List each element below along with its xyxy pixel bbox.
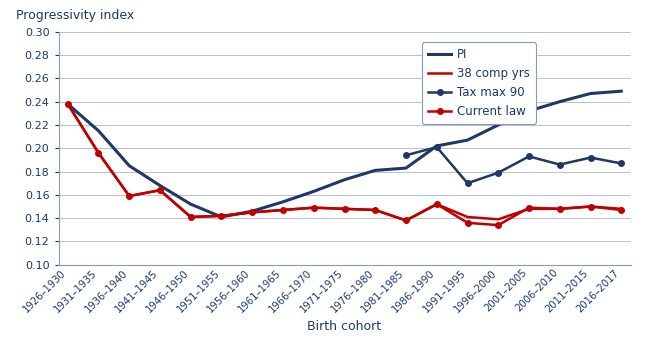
Tax max 90	[433, 145, 441, 149]
Current law	[371, 208, 379, 212]
PI	[156, 184, 164, 188]
Current law	[586, 204, 594, 209]
PI	[95, 128, 103, 133]
38 comp yrs	[586, 204, 594, 209]
Current law	[218, 214, 226, 218]
PI	[125, 163, 133, 168]
Tax max 90	[525, 154, 533, 158]
38 comp yrs	[187, 215, 194, 219]
Current law	[64, 102, 72, 106]
PI	[402, 166, 410, 170]
Legend: PI, 38 comp yrs, Tax max 90, Current law: PI, 38 comp yrs, Tax max 90, Current law	[422, 42, 536, 124]
38 comp yrs	[556, 207, 564, 211]
38 comp yrs	[525, 207, 533, 211]
Current law	[95, 151, 103, 155]
PI	[371, 168, 379, 173]
Current law	[525, 205, 533, 210]
Line: PI: PI	[68, 91, 621, 217]
PI	[218, 215, 226, 219]
Tax max 90	[618, 161, 625, 166]
38 comp yrs	[463, 215, 471, 219]
38 comp yrs	[495, 217, 502, 221]
Current law	[402, 219, 410, 223]
Current law	[618, 208, 625, 212]
38 comp yrs	[310, 205, 318, 210]
Current law	[310, 205, 318, 210]
38 comp yrs	[125, 194, 133, 198]
Current law	[187, 215, 194, 219]
Tax max 90	[586, 155, 594, 160]
Current law	[248, 210, 256, 214]
38 comp yrs	[95, 151, 103, 155]
Current law	[556, 207, 564, 211]
Text: Progressivity index: Progressivity index	[16, 10, 134, 23]
PI	[248, 209, 256, 213]
Line: Current law: Current law	[65, 101, 624, 228]
38 comp yrs	[341, 207, 348, 211]
Tax max 90	[463, 181, 471, 185]
Line: Tax max 90: Tax max 90	[403, 144, 624, 186]
PI	[341, 178, 348, 182]
Current law	[433, 202, 441, 206]
PI	[310, 189, 318, 193]
Current law	[495, 223, 502, 227]
PI	[525, 109, 533, 113]
38 comp yrs	[156, 188, 164, 192]
PI	[495, 123, 502, 127]
Current law	[125, 194, 133, 198]
Current law	[279, 208, 287, 212]
38 comp yrs	[248, 210, 256, 214]
PI	[556, 100, 564, 104]
PI	[279, 200, 287, 204]
PI	[187, 202, 194, 206]
38 comp yrs	[402, 219, 410, 223]
Current law	[156, 188, 164, 192]
Current law	[341, 207, 348, 211]
PI	[64, 102, 72, 106]
Current law	[463, 221, 471, 225]
PI	[618, 89, 625, 93]
Line: 38 comp yrs: 38 comp yrs	[68, 104, 621, 221]
Tax max 90	[495, 170, 502, 175]
38 comp yrs	[433, 202, 441, 206]
Tax max 90	[402, 153, 410, 157]
X-axis label: Birth cohort: Birth cohort	[307, 320, 382, 333]
38 comp yrs	[279, 208, 287, 212]
38 comp yrs	[218, 214, 226, 218]
38 comp yrs	[618, 207, 625, 211]
38 comp yrs	[64, 102, 72, 106]
PI	[433, 144, 441, 148]
PI	[463, 138, 471, 142]
PI	[586, 91, 594, 96]
38 comp yrs	[371, 208, 379, 212]
Tax max 90	[556, 162, 564, 167]
